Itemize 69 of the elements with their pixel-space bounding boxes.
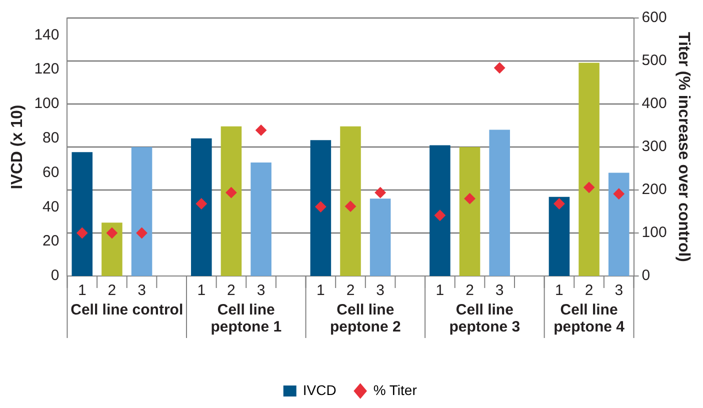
x-tick-label: 2	[584, 282, 594, 300]
bar	[430, 145, 450, 276]
x-tick-label: 1	[436, 282, 444, 300]
point	[554, 198, 565, 210]
point	[315, 201, 326, 212]
point	[584, 182, 595, 193]
x-tick-label: 3	[495, 282, 504, 300]
y-tick-label: 120	[34, 60, 60, 78]
y-tick-label: 60	[42, 164, 60, 181]
x-tick-label: 1	[197, 282, 206, 300]
y-tick-label: 100	[34, 95, 60, 112]
bar	[578, 62, 600, 276]
y-axis-title: IVCD (x 10)	[9, 104, 26, 190]
point	[76, 228, 88, 238]
y-tick-label: 140	[34, 26, 60, 44]
point	[464, 193, 476, 204]
y2-tick-label: 500	[642, 52, 667, 70]
x-tick-label: 1	[555, 282, 564, 300]
y-tick-label: 20	[42, 232, 60, 250]
bar	[459, 147, 480, 276]
y2-tick-label: 400	[642, 95, 667, 112]
y2-tick-label: 300	[642, 138, 667, 156]
y-tick-label: 80	[42, 130, 60, 147]
x-tick-label: 2	[227, 282, 236, 300]
point	[256, 124, 267, 136]
y2-tick-label: 200	[642, 181, 667, 198]
point	[434, 210, 446, 221]
text: Cell line peptone 4	[554, 302, 626, 336]
x-tick-label: 2	[346, 282, 355, 300]
x-tick-label: 3	[376, 282, 384, 300]
bar	[489, 130, 510, 276]
x-tick-label: 2	[466, 282, 474, 300]
bar	[250, 162, 272, 276]
legend-label: IVCD	[302, 382, 336, 398]
text: Cell line peptone 3	[449, 302, 520, 336]
x-tick-label: 3	[256, 282, 266, 300]
bar	[548, 196, 570, 276]
bar	[131, 147, 152, 276]
bar	[220, 126, 242, 276]
y2-tick-label: 100	[642, 224, 667, 242]
x-tick-label: 1	[78, 282, 86, 300]
y2-axis-title: Titer (% increase over control)	[674, 32, 692, 262]
bar	[72, 152, 93, 276]
y-tick-label: 40	[42, 198, 60, 216]
bar	[191, 138, 212, 276]
text: Cell line peptone 1	[210, 302, 282, 336]
y2-tick-label: 0	[642, 267, 650, 284]
bar	[102, 222, 122, 276]
point	[345, 200, 356, 212]
point	[106, 228, 118, 238]
x-tick-label: 2	[108, 282, 116, 300]
x-tick-label: 3	[138, 282, 146, 300]
y-tick-label: 0	[50, 267, 60, 284]
x-tick-label: 3	[614, 282, 624, 300]
point	[136, 228, 148, 238]
point	[226, 187, 237, 198]
x-tick-label: 1	[316, 282, 325, 300]
legend-label: % Titer	[373, 382, 418, 398]
point	[613, 188, 624, 200]
y2-tick-label: 600	[642, 9, 667, 26]
bar	[370, 198, 391, 276]
point	[374, 187, 386, 198]
bar	[608, 172, 630, 276]
text: Cell line control	[70, 302, 184, 319]
point	[196, 198, 207, 210]
point	[494, 62, 506, 74]
text: Cell line peptone 2	[330, 302, 401, 336]
bar	[340, 126, 361, 276]
bar	[310, 140, 332, 276]
